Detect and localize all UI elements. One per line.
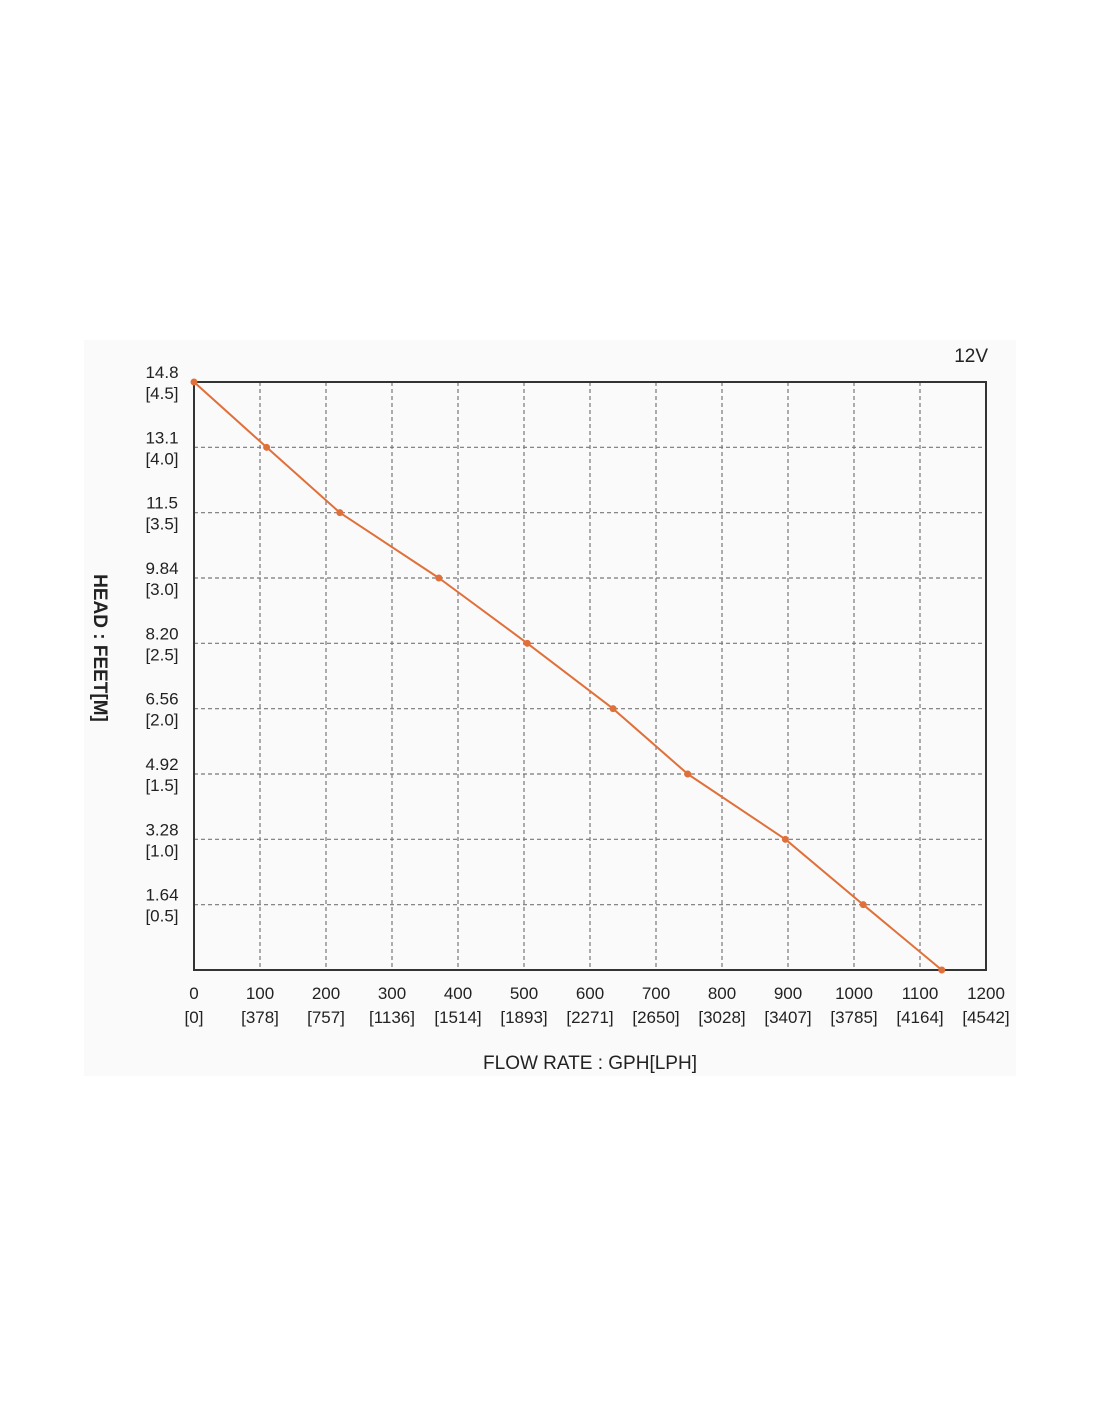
y-tick-label: 13.1 — [145, 428, 178, 447]
data-point — [336, 509, 344, 517]
data-point — [859, 901, 867, 909]
series-line — [193, 381, 943, 971]
x-tick-sublabel: [4164] — [896, 1008, 943, 1027]
x-tick-label: 1100 — [902, 984, 939, 1003]
x-tick-sublabel: [2271] — [566, 1008, 613, 1027]
x-tick-label: 1200 — [967, 984, 1005, 1003]
curve-layer — [190, 378, 946, 974]
x-tick-sublabel: [2650] — [632, 1008, 679, 1027]
y-tick-label: 9.84 — [145, 559, 178, 578]
x-tick-sublabel: [0] — [185, 1008, 204, 1027]
x-tick-label: 700 — [642, 984, 670, 1003]
x-tick-sublabel: [1893] — [500, 1008, 547, 1027]
x-tick-label: 500 — [510, 984, 538, 1003]
y-tick-sublabel: [2.0] — [145, 711, 178, 730]
x-tick-sublabel: [3028] — [698, 1008, 745, 1027]
data-point — [938, 966, 946, 974]
y-tick-label: 11.5 — [146, 494, 178, 513]
data-point — [684, 770, 692, 778]
x-tick-label: 200 — [312, 984, 340, 1003]
grid-lines — [194, 382, 986, 970]
x-tick-sublabel: [378] — [241, 1008, 279, 1027]
data-point — [263, 443, 271, 451]
y-tick-label: 1.64 — [145, 886, 178, 905]
chart-panel: 0 [0] 100 [378] 200 [757] 300 [1136] 400 [1514] 50… — [84, 340, 1016, 1076]
x-axis-title: FLOW RATE : GPH[LPH] — [483, 1053, 697, 1074]
y-tick-sublabel: [4.5] — [145, 384, 178, 403]
x-tick-label: 0 — [189, 984, 198, 1003]
data-point — [609, 705, 617, 713]
plot-frame — [193, 381, 987, 971]
x-tick-label: 300 — [378, 984, 406, 1003]
y-axis-title: HEAD : FEET[M] — [89, 574, 110, 722]
y-tick-label: 4.92 — [145, 755, 178, 774]
chart-title: 12V — [954, 346, 988, 367]
x-tick-label: 400 — [444, 984, 472, 1003]
y-tick-label: 14.8 — [145, 363, 178, 382]
y-tick-sublabel: [4.0] — [145, 449, 178, 468]
y-tick-label: 8.20 — [145, 624, 178, 643]
head-flow-chart: 0 [0] 100 [378] 200 [757] 300 [1136] 400 [1514] 50… — [89, 346, 1010, 1074]
y-tick-sublabel: [2.5] — [145, 645, 178, 664]
y-tick-sublabel: [3.0] — [145, 580, 178, 599]
data-point — [190, 378, 198, 386]
y-tick-sublabel: [0.5] — [145, 907, 178, 926]
y-tick-label: 6.56 — [145, 690, 178, 709]
data-point — [523, 639, 531, 647]
y-tick-sublabel: [1.5] — [145, 776, 178, 795]
tick-labels: 0 [0] 100 [378] 200 [757] 300 [1136] 400 [1514] 50… — [145, 363, 1009, 1027]
x-tick-label: 600 — [576, 984, 604, 1003]
x-tick-sublabel: [1514] — [434, 1008, 481, 1027]
x-tick-label: 1000 — [835, 984, 873, 1003]
x-tick-sublabel: [3785] — [830, 1008, 877, 1027]
data-point — [781, 835, 789, 843]
x-tick-label: 100 — [246, 984, 274, 1003]
x-tick-label: 900 — [774, 984, 802, 1003]
y-tick-sublabel: [3.5] — [145, 515, 178, 534]
x-tick-sublabel: [3407] — [764, 1008, 811, 1027]
y-tick-sublabel: [1.0] — [145, 841, 178, 860]
x-tick-sublabel: [1136] — [369, 1008, 415, 1027]
x-tick-sublabel: [4542] — [962, 1008, 1009, 1027]
x-tick-sublabel: [757] — [307, 1008, 345, 1027]
data-point — [435, 574, 443, 582]
x-tick-label: 800 — [708, 984, 736, 1003]
y-tick-label: 3.28 — [145, 820, 178, 839]
